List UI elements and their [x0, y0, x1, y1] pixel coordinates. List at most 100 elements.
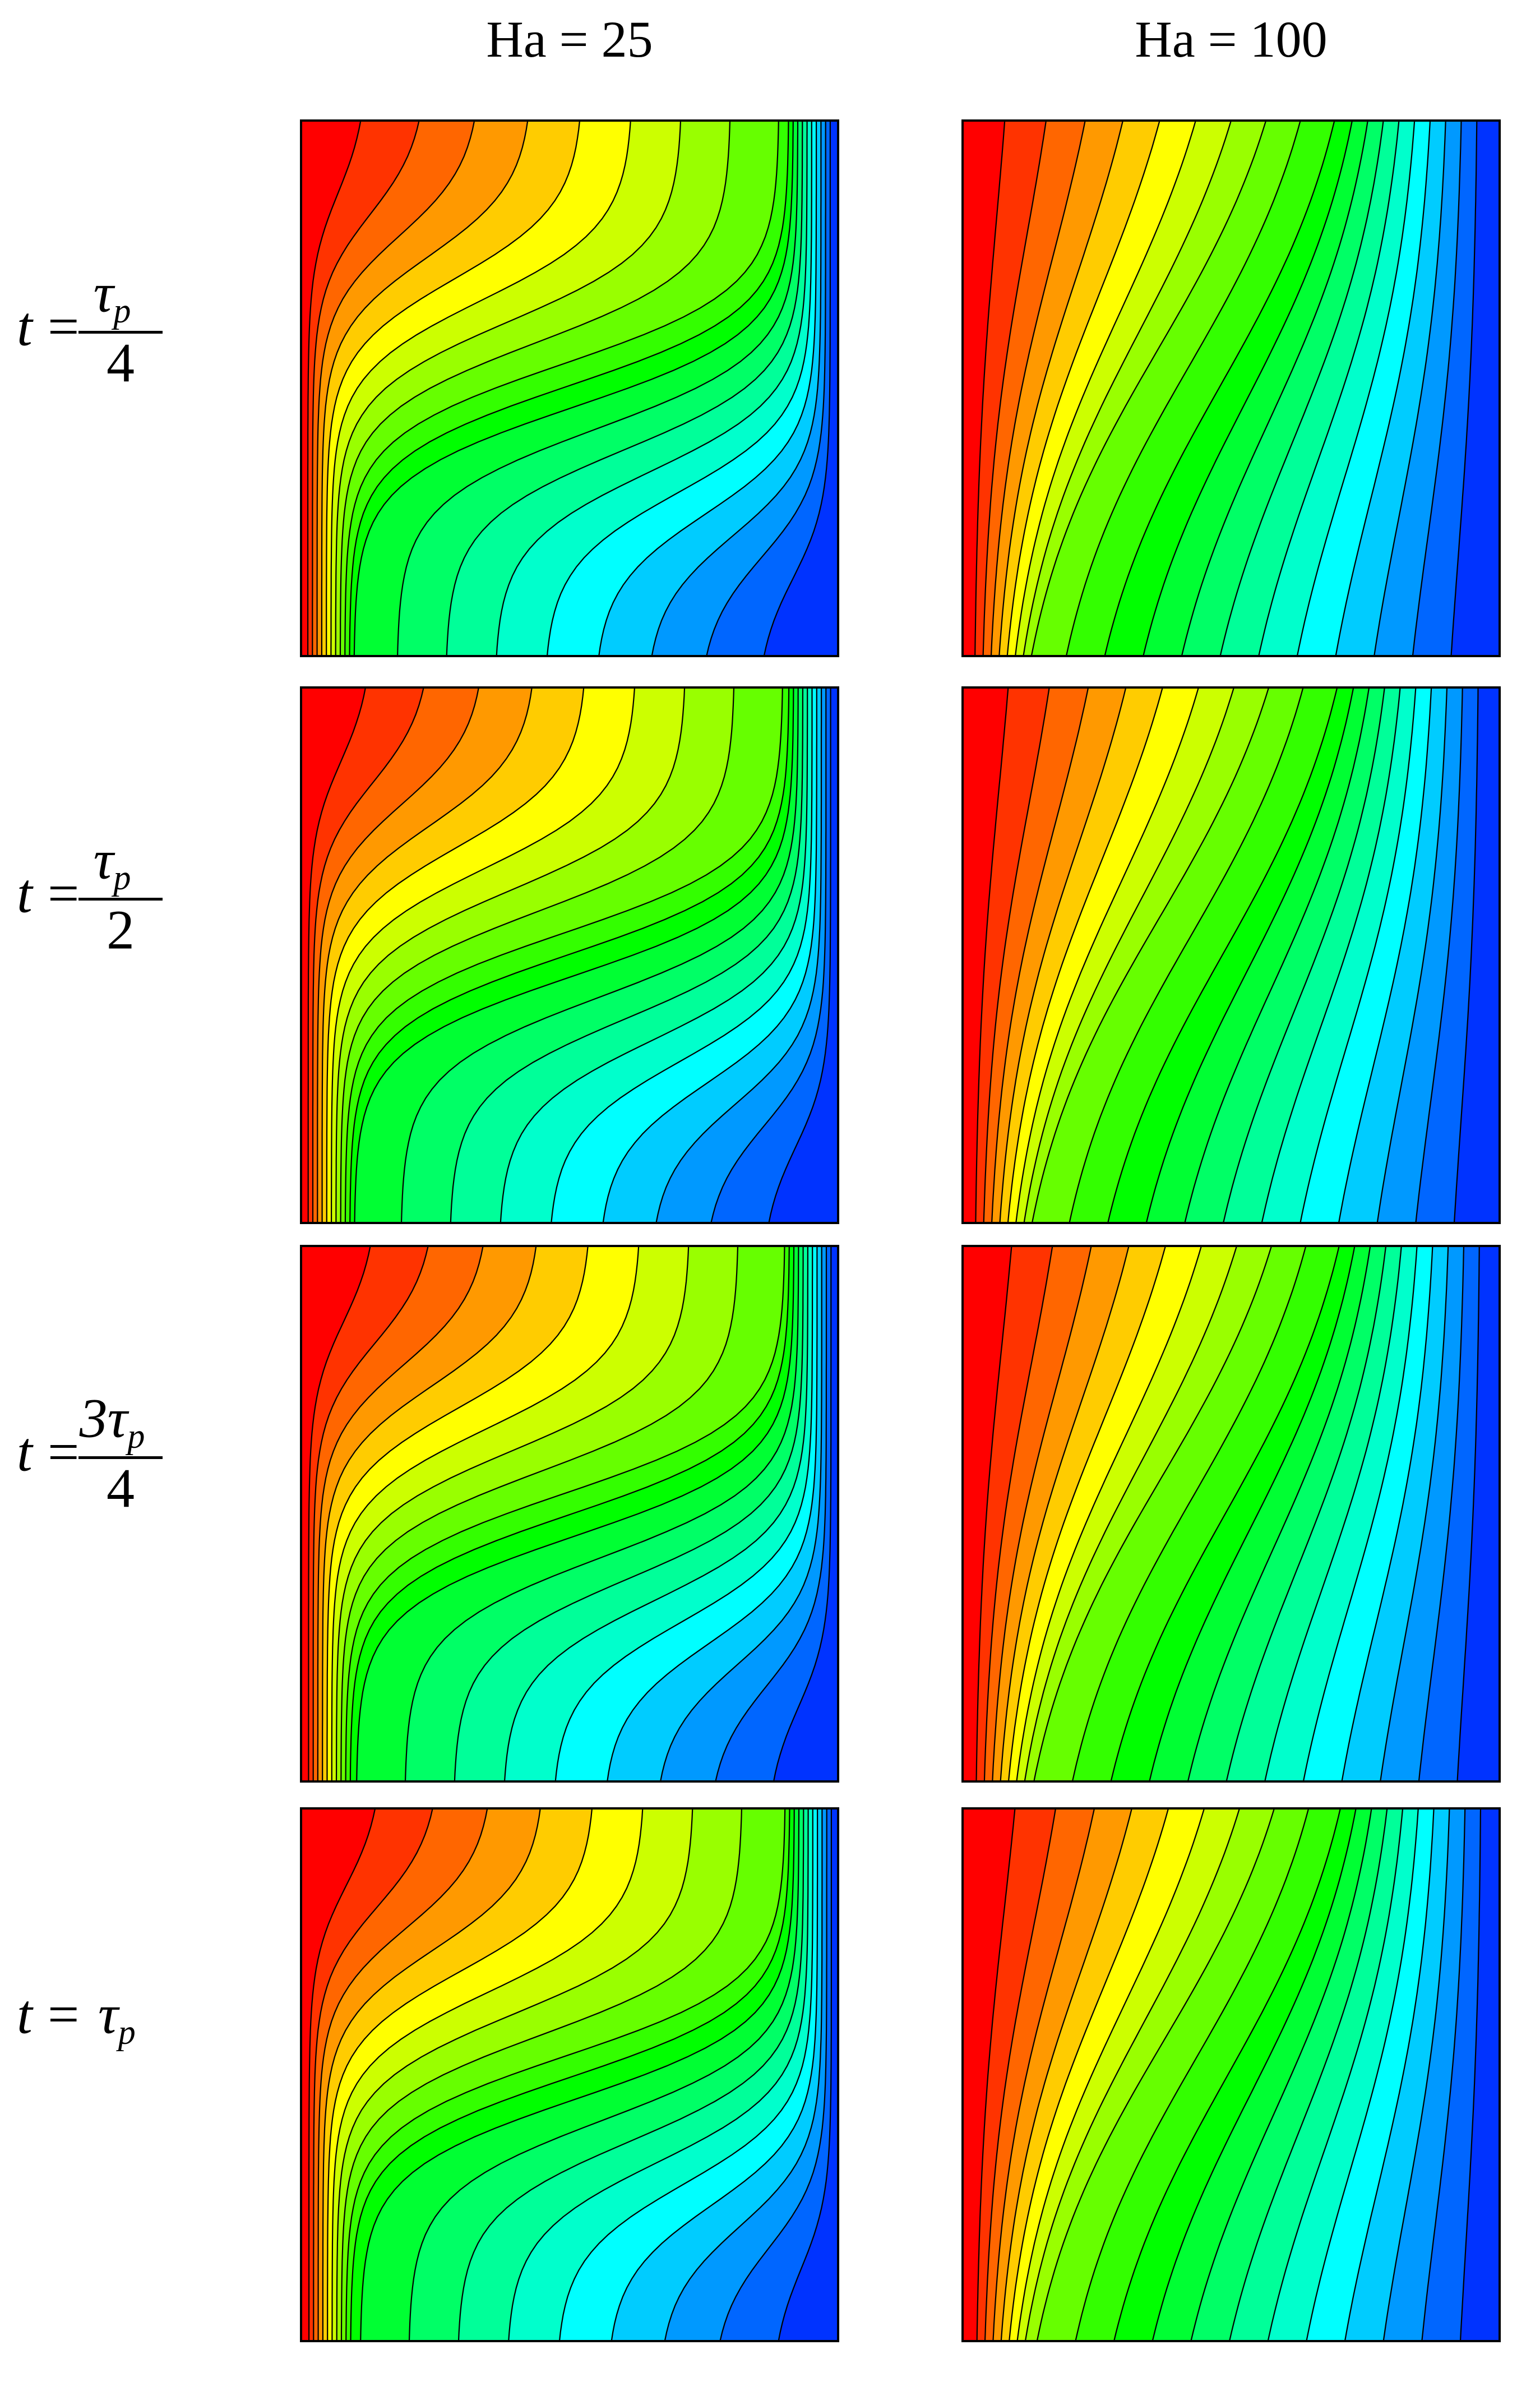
isotherm — [1181, 121, 1368, 656]
label-denominator: 4 — [107, 1457, 135, 1519]
isotherm — [1267, 1808, 1404, 2341]
isotherm — [1145, 687, 1354, 1223]
isotherm — [316, 121, 475, 656]
label-symbol: τp — [98, 1983, 136, 2051]
isotherm — [326, 1246, 589, 1781]
isotherm — [496, 121, 808, 656]
panel-border — [300, 1807, 839, 2342]
isotherm — [1006, 121, 1160, 656]
isotherm — [446, 121, 803, 656]
isotherm — [611, 1808, 818, 2341]
isotherm — [982, 121, 1047, 656]
isotherm — [331, 1246, 640, 1781]
label-variable: t — [17, 1983, 34, 2045]
panel-border — [300, 1245, 839, 1783]
isotherm — [340, 1246, 739, 1781]
isotherm — [404, 1246, 799, 1781]
isotherm — [1376, 687, 1448, 1223]
isotherm — [1069, 687, 1304, 1223]
isotherm — [317, 687, 479, 1223]
isotherm — [1024, 1246, 1238, 1781]
panel-border — [300, 686, 839, 1224]
band — [764, 121, 838, 656]
label-relation: = — [48, 862, 79, 924]
isotherm — [992, 1808, 1095, 2341]
isotherm — [763, 121, 831, 656]
isotherm — [340, 687, 735, 1223]
isotherm — [1007, 687, 1163, 1223]
isotherm — [1033, 1246, 1273, 1781]
isotherm — [976, 1808, 1016, 2341]
label-relation: = — [48, 1983, 79, 2045]
isotherm — [990, 121, 1086, 656]
label-numerator: τp — [94, 261, 131, 330]
isotherm — [317, 1246, 484, 1781]
isotherm — [1190, 1808, 1372, 2341]
label-denominator: 2 — [107, 898, 135, 961]
isotherm — [554, 1246, 813, 1781]
isotherm — [1373, 121, 1446, 656]
isotherm — [308, 1246, 371, 1781]
isotherm — [975, 1246, 1012, 1781]
isotherm — [1015, 121, 1196, 656]
band — [1460, 1808, 1500, 2341]
isotherm — [983, 1246, 1053, 1781]
isotherm — [546, 121, 812, 656]
isotherm — [1344, 1808, 1435, 2341]
isotherm — [1075, 1808, 1310, 2341]
isotherm — [768, 687, 831, 1223]
isotherm — [307, 687, 367, 1223]
isotherm — [1258, 121, 1400, 656]
isotherm — [1023, 121, 1232, 656]
isotherm — [360, 1808, 795, 2341]
isotherm — [1107, 687, 1338, 1223]
label-variable: t — [17, 295, 34, 357]
isotherm — [999, 687, 1127, 1223]
band — [711, 687, 838, 1223]
isotherm — [1104, 121, 1335, 656]
isotherm — [308, 1808, 376, 2341]
band — [774, 1246, 838, 1781]
panel-border — [961, 686, 1501, 1224]
isotherm — [719, 1808, 827, 2341]
band — [706, 121, 838, 656]
isotherm — [397, 121, 799, 656]
isotherm — [312, 121, 420, 656]
isotherm — [331, 1808, 644, 2341]
contour-panel — [963, 687, 1500, 1223]
contour-panel — [301, 687, 838, 1223]
isotherm — [1110, 1246, 1340, 1781]
isotherm — [660, 1246, 822, 1781]
isotherm — [344, 687, 783, 1223]
isotherm — [1015, 687, 1199, 1223]
isotherm — [345, 1808, 786, 2341]
isotherm — [1143, 121, 1353, 656]
isotherm — [778, 1808, 832, 2341]
isotherm — [321, 687, 533, 1223]
isotherm — [326, 121, 581, 656]
isotherm — [327, 1808, 593, 2341]
isotherm — [1184, 687, 1370, 1223]
isotherm — [321, 121, 529, 656]
isotherm — [335, 121, 682, 656]
isotherm — [1065, 121, 1301, 656]
panel-border — [961, 1807, 1501, 2342]
isotherm — [1016, 1246, 1203, 1781]
isotherm — [344, 121, 779, 656]
isotherm — [1341, 1246, 1433, 1781]
isotherm — [1450, 121, 1478, 656]
isotherm — [1000, 1808, 1132, 2341]
isotherm — [602, 687, 817, 1223]
isotherm — [1229, 1808, 1388, 2341]
label-numerator: τp — [94, 828, 131, 897]
isotherm — [664, 1808, 823, 2341]
isotherm — [457, 1808, 804, 2341]
isotherm — [1306, 1808, 1419, 2341]
label-relation: = — [48, 295, 79, 357]
row-label: t =τp4 — [17, 261, 163, 394]
contour-panel — [963, 1246, 1500, 1781]
isotherm — [651, 121, 822, 656]
contour-panel — [963, 1808, 1500, 2341]
